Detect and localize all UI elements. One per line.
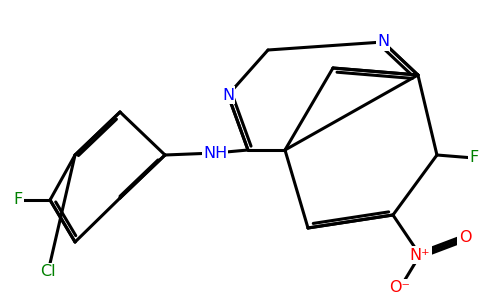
Text: F: F: [469, 151, 479, 166]
Text: NH: NH: [203, 146, 227, 160]
Text: O: O: [459, 230, 471, 245]
Text: F: F: [14, 193, 23, 208]
Text: N: N: [377, 34, 389, 50]
Text: N: N: [222, 88, 234, 103]
Text: N⁺: N⁺: [409, 248, 430, 262]
Text: Cl: Cl: [40, 265, 56, 280]
Text: O⁻: O⁻: [390, 280, 410, 296]
